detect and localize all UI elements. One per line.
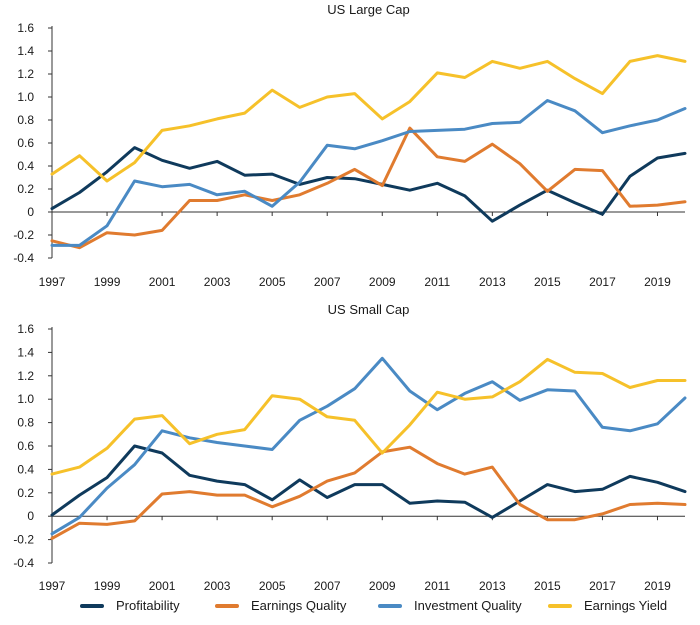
x-tick-label: 2007: [314, 275, 341, 289]
y-tick-label: -0.2: [13, 228, 34, 242]
legend-label-earnings-quality: Earnings Quality: [251, 598, 347, 613]
series-line-profitability: [50, 146, 687, 223]
chart-title: US Large Cap: [327, 2, 409, 17]
y-tick-label: 1.6: [17, 21, 34, 35]
x-tick-label: 2009: [369, 579, 396, 593]
y-tick-label: 1.4: [17, 345, 34, 359]
y-tick-label: -0.4: [13, 556, 34, 570]
y-tick-label: 1.0: [17, 90, 34, 104]
x-tick-label: 2013: [479, 275, 506, 289]
legend-swatch-earnings-quality: [215, 603, 239, 608]
legend-swatch-earnings-yield: [548, 603, 572, 608]
y-tick-label: 0.4: [17, 462, 34, 476]
x-tick-label: 2001: [149, 579, 176, 593]
x-tick-label: 2009: [369, 275, 396, 289]
series-line-investment-quality: [50, 99, 687, 247]
x-tick-label: 1999: [94, 579, 121, 593]
legend: Profitability Earnings Quality Investmen…: [0, 598, 700, 620]
y-tick-label: 0.2: [17, 486, 34, 500]
series-line-earnings-quality: [50, 126, 687, 250]
y-tick-label: 0: [27, 205, 34, 219]
y-tick-label: 1.4: [17, 44, 34, 58]
legend-label-earnings-yield: Earnings Yield: [584, 598, 668, 613]
legend-item-profitability: Profitability: [80, 598, 180, 613]
legend-label-investment-quality: Investment Quality: [414, 598, 522, 613]
x-tick-label: 2007: [314, 579, 341, 593]
y-tick-label: 0.4: [17, 159, 34, 173]
x-tick-label: 2005: [259, 275, 286, 289]
y-tick-label: 0.8: [17, 416, 34, 430]
chart-panel-2: US Small Cap 1.6 1.4 1.2 1.0 0.8 0.6 0.4 0.2 0 -0.…: [13, 302, 687, 593]
series-line-earnings-yield: [50, 357, 687, 476]
x-tick-label: 1999: [94, 275, 121, 289]
y-tick-label: 1.2: [17, 67, 34, 81]
x-tick-label: 2015: [534, 579, 561, 593]
x-tick-label: 1997: [39, 275, 66, 289]
x-tick-label: 2003: [204, 275, 231, 289]
y-tick-label: 1.0: [17, 392, 34, 406]
x-tick-label: 2017: [589, 275, 616, 289]
y-tick-label: -0.4: [13, 251, 34, 265]
legend-item-earnings-yield: Earnings Yield: [548, 598, 667, 613]
chart-panel-1: US Large Cap 1.6 1.4 1.2 1.0 0.8 0.6 0.4 0.2 0 -0.…: [13, 2, 687, 289]
x-tick-label: 2019: [644, 579, 671, 593]
series-line-earnings-quality: [50, 445, 687, 540]
legend-item-earnings-quality: Earnings Quality: [215, 598, 346, 613]
series-line-earnings-yield: [50, 54, 687, 183]
x-tick-label: 2017: [589, 579, 616, 593]
x-tick-label: 2011: [424, 275, 450, 289]
x-tick-label: 2001: [149, 275, 176, 289]
y-tick-label: 1.2: [17, 369, 34, 383]
x-tick-label: 2005: [259, 579, 286, 593]
y-tick-label: 0.8: [17, 113, 34, 127]
legend-swatch-investment-quality: [378, 603, 402, 608]
y-tick-label: 1.6: [17, 322, 34, 336]
chart-title: US Small Cap: [328, 302, 410, 317]
x-tick-label: 2003: [204, 579, 231, 593]
legend-swatch-profitability: [80, 603, 104, 608]
series-line-investment-quality: [50, 356, 687, 536]
x-tick-label: 2019: [644, 275, 671, 289]
legend-item-investment-quality: Investment Quality: [378, 598, 522, 613]
legend-label-profitability: Profitability: [116, 598, 180, 613]
y-tick-label: 0.6: [17, 136, 34, 150]
x-tick-label: 2015: [534, 275, 561, 289]
y-tick-label: 0.6: [17, 439, 34, 453]
y-tick-label: 0.2: [17, 182, 34, 196]
y-tick-label: -0.2: [13, 533, 34, 547]
x-tick-label: 2011: [424, 579, 450, 593]
charts-svg: US Large Cap 1.6 1.4 1.2 1.0 0.8 0.6 0.4 0.2 0 -0.…: [13, 2, 687, 593]
x-tick-label: 2013: [479, 579, 506, 593]
series-line-profitability: [50, 444, 687, 519]
x-tick-label: 1997: [39, 579, 66, 593]
y-tick-label: 0: [27, 509, 34, 523]
